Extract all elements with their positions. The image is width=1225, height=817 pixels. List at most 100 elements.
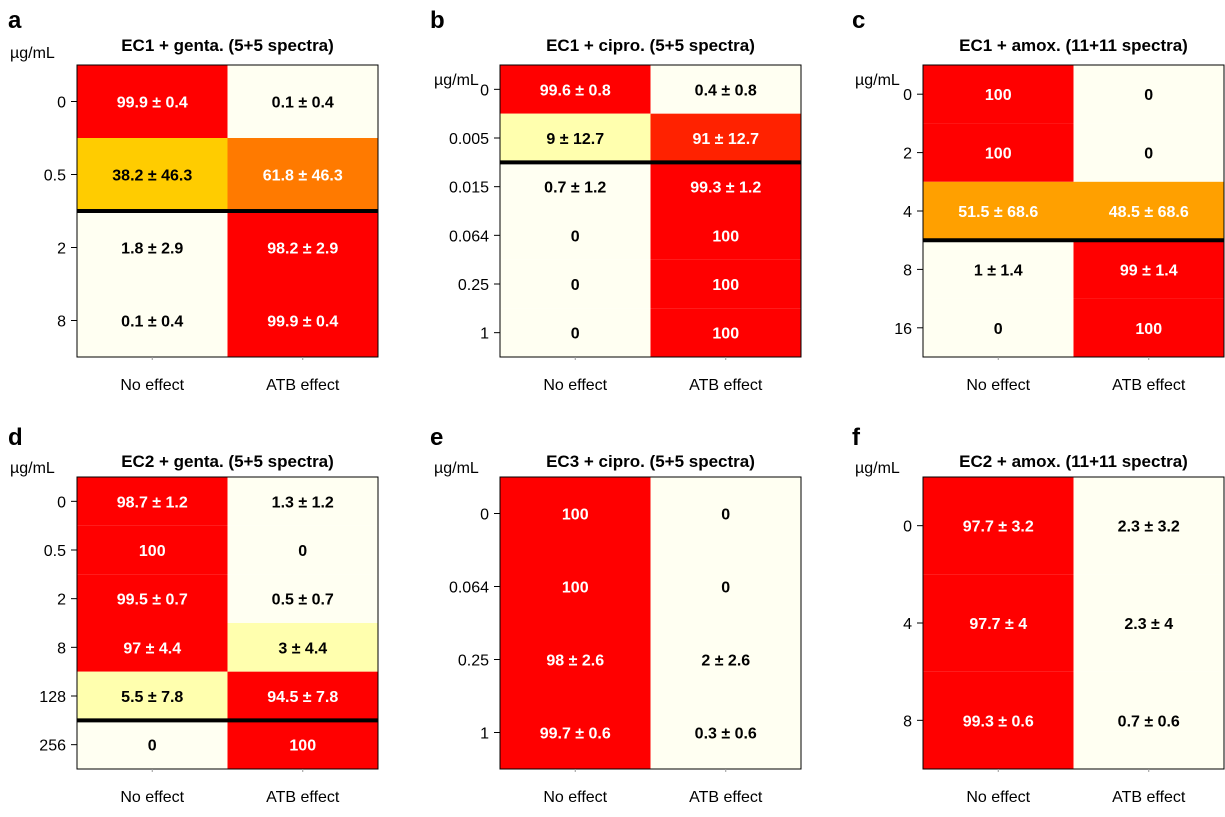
heatmap-cell	[77, 525, 228, 575]
panel-letter: a	[8, 7, 22, 34]
plot-frame	[922, 64, 1225, 358]
heatmap-cell	[227, 720, 378, 769]
heatmap-cell	[650, 65, 801, 114]
cell-value-label: 100	[139, 543, 166, 560]
cell-value-label: 100	[712, 277, 739, 294]
cell-value-label: 100	[1135, 321, 1162, 338]
x-category-label: ATB effect	[1112, 789, 1186, 806]
cell-value-label: 0.7 ± 1.2	[544, 180, 606, 197]
y-tick-label: 1	[480, 326, 489, 343]
cell-value-label: 98 ± 2.6	[546, 653, 604, 670]
panel-title: EC1 + cipro. (5+5 spectra)	[546, 36, 755, 55]
panel-letter: e	[430, 424, 443, 451]
heatmap-cell	[500, 696, 651, 769]
y-tick-label: 0.064	[449, 580, 489, 597]
x-category-label: ATB effect	[266, 377, 340, 394]
heatmap-cell	[77, 65, 228, 138]
heatmap-cell	[77, 211, 228, 284]
heatmap-cell	[923, 574, 1074, 672]
x-category-label: No effect	[120, 377, 184, 394]
cell-value-label: 100	[562, 580, 589, 597]
y-tick-label: 0	[903, 519, 912, 536]
y-tick-label: 0.064	[449, 228, 489, 245]
y-tick-label: 128	[39, 689, 66, 706]
cell-value-label: 98.7 ± 1.2	[117, 494, 188, 511]
cell-value-label: 5.5 ± 7.8	[121, 689, 183, 706]
y-tick-label: 0	[903, 87, 912, 104]
panel-letter: b	[430, 7, 445, 34]
y-tick-label: 1	[480, 726, 489, 743]
heatmap-cell	[650, 308, 801, 357]
heatmap-cell	[500, 113, 651, 163]
y-tick-label: 0.005	[449, 131, 489, 148]
heatmap-cell	[650, 477, 801, 550]
y-tick-label: 0.25	[458, 277, 489, 294]
plot-frame	[922, 476, 1225, 770]
heatmap-cell	[1073, 477, 1224, 575]
heatmap-cell	[77, 720, 228, 769]
panel-letter: f	[852, 424, 861, 451]
y-tick-label: 2	[57, 241, 66, 258]
y-tick-label: 0.015	[449, 180, 489, 197]
y-tick-label: 0	[57, 494, 66, 511]
cell-value-label: 100	[985, 87, 1012, 104]
cell-value-label: 99.3 ± 1.2	[690, 180, 761, 197]
cell-value-label: 99.7 ± 0.6	[540, 726, 611, 743]
heatmap-cell	[77, 623, 228, 672]
x-category-label: ATB effect	[266, 789, 340, 806]
heatmap-cell	[650, 211, 801, 260]
x-category-label: No effect	[543, 377, 607, 394]
heatmap-cell	[227, 574, 378, 623]
cell-value-label: 0.3 ± 0.6	[695, 726, 757, 743]
heatmap-cell	[923, 671, 1074, 769]
cell-value-label: 0	[148, 738, 157, 755]
heatmap-cell	[1073, 671, 1224, 769]
x-category-label: ATB effect	[1112, 377, 1186, 394]
x-category-label: ATB effect	[689, 377, 763, 394]
cell-value-label: 0.1 ± 0.4	[272, 95, 334, 112]
panel-b: b EC1 + cipro. (5+5 spectra) µg/mL 99.6 ± 0…	[430, 7, 802, 394]
x-category-label: ATB effect	[689, 789, 763, 806]
unit-label: µg/mL	[855, 72, 900, 89]
y-tick-label: 0.5	[44, 168, 66, 185]
cell-value-label: 0	[571, 277, 580, 294]
panel-title: EC3 + cipro. (5+5 spectra)	[546, 452, 755, 471]
cell-value-label: 1.8 ± 2.9	[121, 241, 183, 258]
cell-value-label: 0.5 ± 0.7	[272, 592, 334, 609]
heatmap-cell	[650, 162, 801, 211]
heatmap-cell	[923, 240, 1074, 299]
heatmap-cell	[1073, 181, 1224, 241]
heatmap-cell	[227, 671, 378, 721]
heatmap-cell	[77, 671, 228, 721]
panel-d: d EC2 + genta. (5+5 spectra) µg/mL 98.7 ± 1…	[8, 424, 379, 806]
cell-value-label: 100	[985, 146, 1012, 163]
heatmap-cell	[227, 525, 378, 575]
y-tick-label: 0	[480, 82, 489, 99]
cell-value-label: 0.4 ± 0.8	[695, 82, 757, 99]
cell-value-label: 99.5 ± 0.7	[117, 592, 188, 609]
cell-value-label: 100	[289, 738, 316, 755]
unit-label: µg/mL	[855, 460, 900, 477]
cell-value-label: 99 ± 1.4	[1120, 262, 1178, 279]
y-tick-label: 4	[903, 204, 912, 221]
x-category-label: No effect	[966, 377, 1030, 394]
cell-value-label: 97 ± 4.4	[123, 640, 181, 657]
panel-a: a EC1 + genta. (5+5 spectra) µg/mL 99.9 ± 0…	[8, 7, 379, 394]
cell-value-label: 0.7 ± 0.6	[1118, 713, 1180, 730]
heatmap-cell	[650, 550, 801, 623]
y-tick-label: 4	[903, 616, 912, 633]
heatmap-cell	[77, 138, 228, 211]
cell-value-label: 48.5 ± 68.6	[1109, 204, 1189, 221]
cell-value-label: 100	[712, 326, 739, 343]
y-tick-label: 8	[57, 640, 66, 657]
heatmap-cell	[923, 181, 1074, 241]
heatmap-cell	[227, 284, 378, 357]
panel-letter: d	[8, 424, 23, 451]
cell-value-label: 1 ± 1.4	[974, 262, 1023, 279]
cell-value-label: 99.3 ± 0.6	[963, 713, 1034, 730]
heatmap-cell	[650, 696, 801, 769]
cell-value-label: 100	[562, 507, 589, 524]
heatmap-cell	[650, 259, 801, 309]
heatmap-cell	[923, 123, 1074, 182]
